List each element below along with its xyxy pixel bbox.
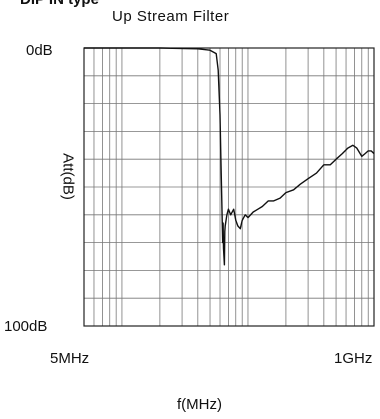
y-tick-bottom: 100dB — [4, 318, 48, 335]
x-tick-right: 1GHz — [334, 350, 373, 367]
series-line — [84, 47, 375, 266]
plot-frame — [83, 47, 375, 327]
y-tick-top: 0dB — [26, 42, 53, 59]
clipped-title: DIP IN type — [20, 0, 99, 8]
chart-title: Up Stream Filter — [112, 8, 230, 25]
x-tick-left: 5MHz — [50, 350, 90, 367]
x-axis-label: f(MHz) — [177, 396, 222, 413]
